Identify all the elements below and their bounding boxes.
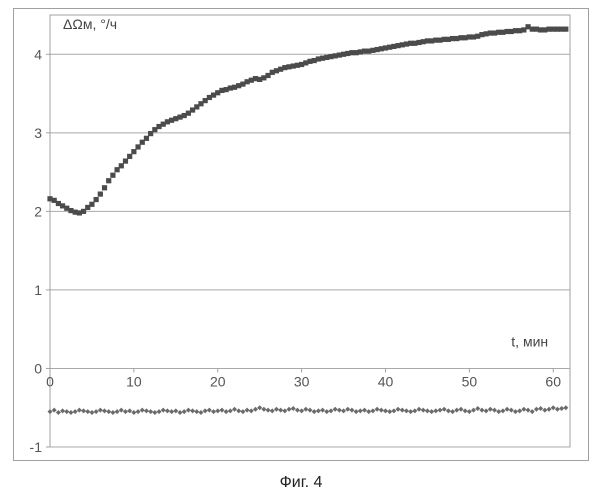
x-tick-label: 60 [545, 373, 561, 389]
data-point [106, 178, 111, 183]
x-tick-label: 50 [462, 373, 478, 389]
data-point [123, 158, 128, 163]
y-tick-label: 4 [34, 46, 42, 62]
x-axis-label: t, мин [511, 333, 548, 349]
y-axis-label: ΔΩм, °/ч [63, 16, 117, 32]
figure-caption: Фиг. 4 [0, 474, 602, 492]
data-point [135, 144, 140, 149]
x-tick-label: 0 [46, 373, 54, 389]
data-point [131, 149, 136, 154]
y-tick-label: 3 [34, 125, 42, 141]
y-tick-label: 0 [34, 360, 42, 376]
y-tick-label: -1 [30, 439, 43, 455]
x-tick-label: 20 [210, 373, 226, 389]
data-point [98, 191, 103, 196]
data-point [127, 154, 132, 159]
x-tick-label: 30 [294, 373, 310, 389]
chart-outer-frame: -1012340102030405060ΔΩм, °/чt, мин [13, 8, 589, 461]
data-point [119, 163, 124, 168]
y-tick-label: 1 [34, 282, 42, 298]
chart-svg: -1012340102030405060ΔΩм, °/чt, мин [14, 9, 590, 462]
x-tick-label: 40 [378, 373, 394, 389]
data-point [563, 27, 568, 32]
data-point [144, 136, 149, 141]
data-point [110, 173, 115, 178]
data-point [102, 185, 107, 190]
x-tick-label: 10 [126, 373, 142, 389]
data-point [94, 197, 99, 202]
data-point [89, 202, 94, 207]
y-tick-label: 2 [34, 203, 42, 219]
